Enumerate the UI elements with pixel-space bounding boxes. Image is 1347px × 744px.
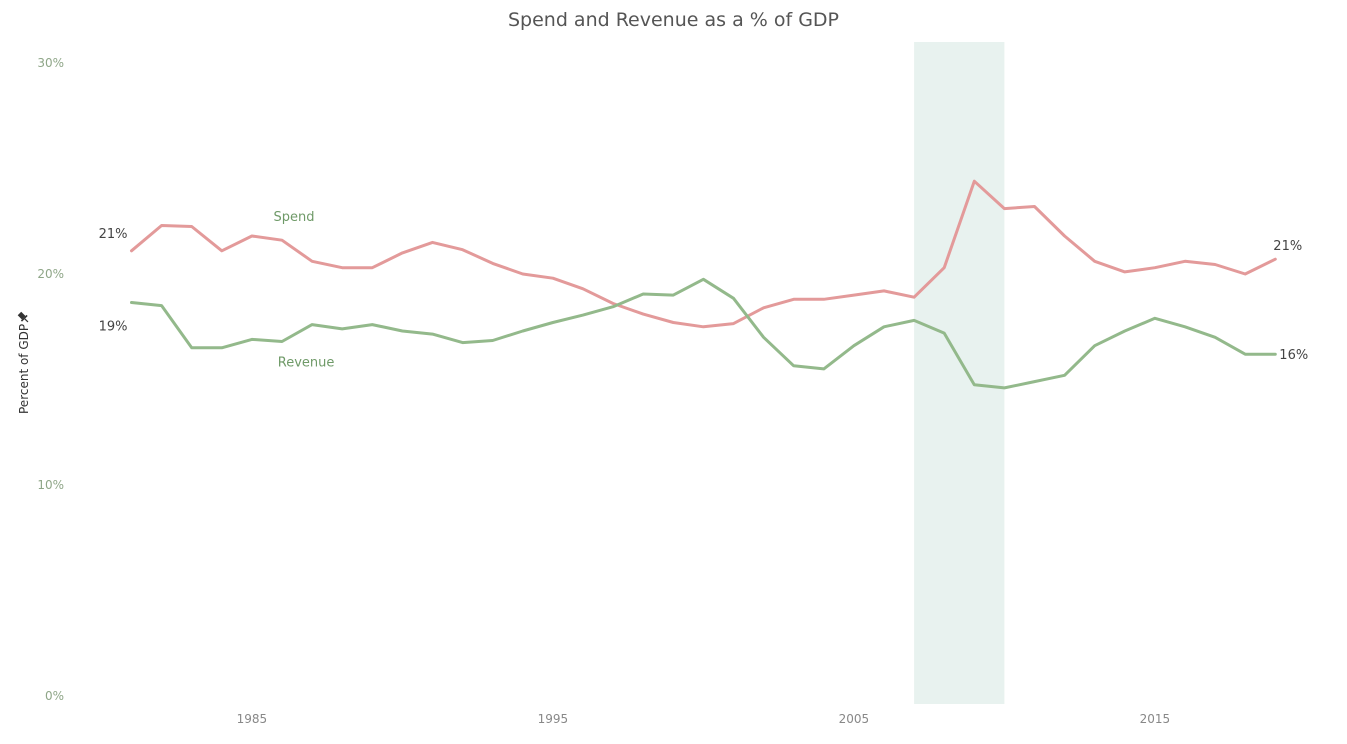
revenue-series-label: Revenue: [278, 356, 335, 371]
y-axis-title: Percent of GDP: [17, 311, 31, 414]
y-axis-title-text: Percent of GDP: [17, 324, 31, 414]
highlight-band: [914, 42, 1005, 704]
label-layer: Spend 21% 21% Revenue 19% 16%: [99, 210, 1309, 371]
x-tick-label: 2015: [1140, 712, 1171, 726]
y-axis: 0% 10% 20% 30%: [37, 56, 64, 703]
revenue-end-label: 16%: [1279, 348, 1308, 363]
x-tick-label: 1985: [237, 712, 268, 726]
highlight-band-layer: [914, 42, 1005, 704]
spend-end-label: 21%: [1273, 239, 1302, 254]
y-tick-label: 20%: [37, 267, 64, 281]
x-tick-label: 1995: [538, 712, 569, 726]
y-tick-label: 10%: [37, 478, 64, 492]
chart-title: Spend and Revenue as a % of GDP: [507, 9, 840, 31]
spend-start-label: 21%: [99, 227, 128, 242]
spend-series-label: Spend: [274, 210, 315, 225]
y-tick-label: 0%: [45, 689, 64, 703]
x-axis: 1985 1995 2005 2015: [237, 712, 1171, 726]
revenue-start-label: 19%: [99, 319, 128, 334]
pin-icon[interactable]: [17, 311, 31, 325]
y-tick-label: 30%: [37, 56, 64, 70]
revenue-line[interactable]: [130, 277, 1277, 390]
spend-line[interactable]: [130, 179, 1277, 329]
x-tick-label: 2005: [839, 712, 870, 726]
series-layer: [130, 179, 1277, 390]
